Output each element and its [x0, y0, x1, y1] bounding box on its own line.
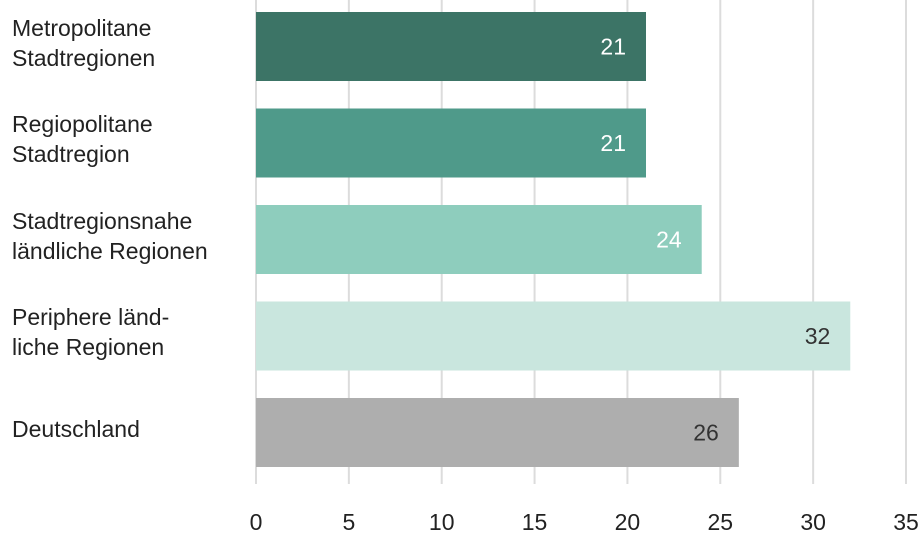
x-tick-label-5: 5 [342, 509, 355, 534]
category-label-deutschland: Deutschland [12, 415, 140, 442]
value-label-deutschland: 26 [693, 420, 719, 446]
category-label-periphere: Periphere länd- liche Regionen [12, 304, 170, 360]
bar-regiopolitane [256, 108, 646, 178]
x-tick-label-35: 35 [893, 509, 919, 534]
category-label-regiopolitane: Regiopolitane Stadtregion [12, 111, 153, 167]
x-tick-label-15: 15 [522, 509, 548, 534]
category-label-stadtregionsnahe: Stadtregionsnahe ländliche Regionen [12, 207, 208, 264]
x-tick-label-0: 0 [250, 509, 263, 534]
value-label-metropolitane: 21 [600, 34, 626, 60]
bar-periphere [256, 301, 851, 371]
x-tick-label-20: 20 [615, 509, 641, 534]
bar-deutschland [256, 398, 739, 467]
x-tick-label-10: 10 [429, 509, 455, 534]
category-label-metropolitane: Metropolitane Stadtregionen [12, 14, 156, 71]
value-label-periphere: 32 [805, 323, 831, 349]
value-label-regiopolitane: 21 [600, 130, 626, 156]
value-label-stadtregionsnahe: 24 [656, 227, 682, 253]
x-tick-label-30: 30 [800, 509, 826, 534]
bar-metropolitane [256, 12, 646, 81]
bar-stadtregionsnahe [256, 205, 702, 274]
x-tick-label-25: 25 [707, 509, 733, 534]
